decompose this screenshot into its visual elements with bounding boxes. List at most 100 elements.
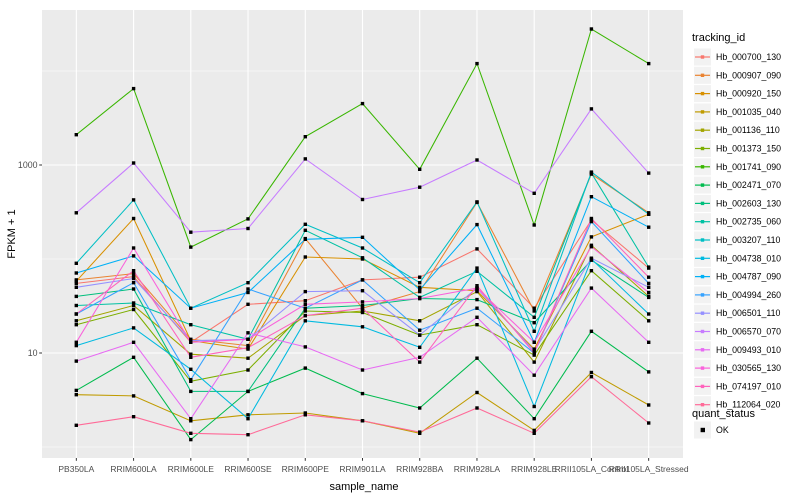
data-point[interactable] bbox=[360, 303, 365, 308]
data-point[interactable] bbox=[418, 285, 422, 289]
data-point[interactable] bbox=[74, 261, 78, 265]
data-point[interactable] bbox=[647, 265, 651, 269]
data-point[interactable] bbox=[532, 404, 536, 409]
data-point[interactable] bbox=[131, 326, 136, 330]
data-point[interactable] bbox=[131, 271, 136, 276]
legend-entry[interactable]: Hb_003207_110 bbox=[694, 231, 781, 249]
data-point[interactable] bbox=[360, 300, 365, 304]
data-point[interactable] bbox=[418, 319, 422, 323]
data-point[interactable] bbox=[246, 346, 250, 350]
legend-entry[interactable]: Hb_000920_150 bbox=[694, 85, 781, 103]
data-point[interactable] bbox=[131, 269, 136, 273]
data-point[interactable] bbox=[532, 428, 536, 433]
data-point[interactable] bbox=[589, 286, 594, 290]
data-point[interactable] bbox=[131, 355, 136, 359]
data-point[interactable] bbox=[246, 281, 250, 285]
data-point[interactable] bbox=[131, 198, 136, 202]
data-point[interactable] bbox=[189, 367, 193, 371]
data-point[interactable] bbox=[532, 417, 536, 421]
legend-entry[interactable]: Hb_001035_040 bbox=[694, 103, 781, 121]
data-point[interactable] bbox=[189, 352, 193, 356]
data-point[interactable] bbox=[246, 433, 250, 437]
data-point[interactable] bbox=[647, 312, 651, 316]
data-point[interactable] bbox=[303, 135, 307, 139]
data-point[interactable] bbox=[246, 226, 250, 231]
legend-entry[interactable]: Hb_004738_010 bbox=[694, 249, 781, 267]
data-point[interactable] bbox=[532, 360, 536, 364]
data-point[interactable] bbox=[532, 306, 536, 310]
data-point[interactable] bbox=[360, 197, 365, 202]
data-point[interactable] bbox=[360, 306, 365, 310]
data-point[interactable] bbox=[647, 225, 651, 229]
data-point[interactable] bbox=[647, 171, 651, 175]
data-point[interactable] bbox=[532, 347, 536, 351]
data-point[interactable] bbox=[303, 299, 307, 303]
data-point[interactable] bbox=[189, 419, 193, 423]
data-point[interactable] bbox=[74, 423, 78, 427]
data-point[interactable] bbox=[246, 343, 250, 348]
data-point[interactable] bbox=[246, 290, 250, 295]
data-point[interactable] bbox=[475, 356, 479, 360]
data-point[interactable] bbox=[131, 394, 136, 398]
data-point[interactable] bbox=[475, 284, 479, 288]
data-point[interactable] bbox=[475, 200, 479, 204]
data-point[interactable] bbox=[418, 281, 422, 285]
data-point[interactable] bbox=[189, 306, 193, 310]
data-point[interactable] bbox=[475, 306, 479, 310]
data-point[interactable] bbox=[360, 368, 365, 372]
data-point[interactable] bbox=[246, 217, 250, 221]
data-point[interactable] bbox=[418, 288, 422, 292]
data-point[interactable] bbox=[532, 309, 536, 313]
data-point[interactable] bbox=[418, 430, 422, 434]
data-point[interactable] bbox=[303, 255, 307, 259]
legend-entry[interactable]: Hb_000700_130 bbox=[694, 48, 781, 66]
data-point[interactable] bbox=[475, 406, 479, 410]
data-point[interactable] bbox=[589, 170, 594, 174]
data-point[interactable] bbox=[74, 393, 78, 397]
data-point[interactable] bbox=[131, 161, 136, 165]
legend-entry[interactable]: Hb_074197_010 bbox=[694, 377, 781, 395]
data-point[interactable] bbox=[532, 353, 536, 357]
data-point[interactable] bbox=[532, 351, 536, 355]
data-point[interactable] bbox=[360, 235, 365, 239]
data-point[interactable] bbox=[303, 319, 307, 323]
data-point[interactable] bbox=[74, 319, 78, 323]
data-point[interactable] bbox=[189, 431, 193, 435]
legend-entry[interactable]: Hb_002735_060 bbox=[694, 213, 781, 231]
data-point[interactable] bbox=[303, 413, 307, 417]
data-point[interactable] bbox=[418, 360, 422, 364]
data-point[interactable] bbox=[246, 302, 250, 306]
data-point[interactable] bbox=[189, 230, 193, 234]
data-point[interactable] bbox=[589, 375, 594, 379]
data-point[interactable] bbox=[360, 101, 365, 106]
data-point[interactable] bbox=[246, 368, 250, 372]
data-point[interactable] bbox=[246, 287, 250, 291]
data-point[interactable] bbox=[647, 403, 651, 407]
data-point[interactable] bbox=[246, 331, 250, 335]
data-point[interactable] bbox=[74, 211, 78, 215]
data-point[interactable] bbox=[189, 417, 193, 421]
data-point[interactable] bbox=[131, 287, 136, 291]
legend-entry[interactable]: Hb_112064_020 bbox=[694, 396, 781, 414]
data-point[interactable] bbox=[418, 296, 422, 301]
data-point[interactable] bbox=[189, 437, 193, 442]
data-point[interactable] bbox=[589, 235, 594, 239]
data-point[interactable] bbox=[475, 390, 479, 395]
data-point[interactable] bbox=[303, 228, 307, 232]
data-point[interactable] bbox=[131, 216, 136, 221]
data-point[interactable] bbox=[589, 195, 594, 199]
data-point[interactable] bbox=[418, 333, 422, 337]
data-point[interactable] bbox=[131, 307, 136, 312]
data-point[interactable] bbox=[589, 216, 594, 221]
data-point[interactable] bbox=[74, 294, 78, 299]
legend-entry[interactable]: Hb_030565_130 bbox=[694, 359, 781, 377]
data-point[interactable] bbox=[131, 340, 136, 344]
data-point[interactable] bbox=[589, 269, 594, 273]
data-point[interactable] bbox=[74, 340, 78, 344]
data-point[interactable] bbox=[475, 222, 479, 227]
data-point[interactable] bbox=[418, 289, 422, 294]
data-point[interactable] bbox=[647, 275, 651, 279]
data-point[interactable] bbox=[360, 325, 365, 329]
data-point[interactable] bbox=[647, 370, 651, 374]
data-point[interactable] bbox=[532, 315, 536, 319]
